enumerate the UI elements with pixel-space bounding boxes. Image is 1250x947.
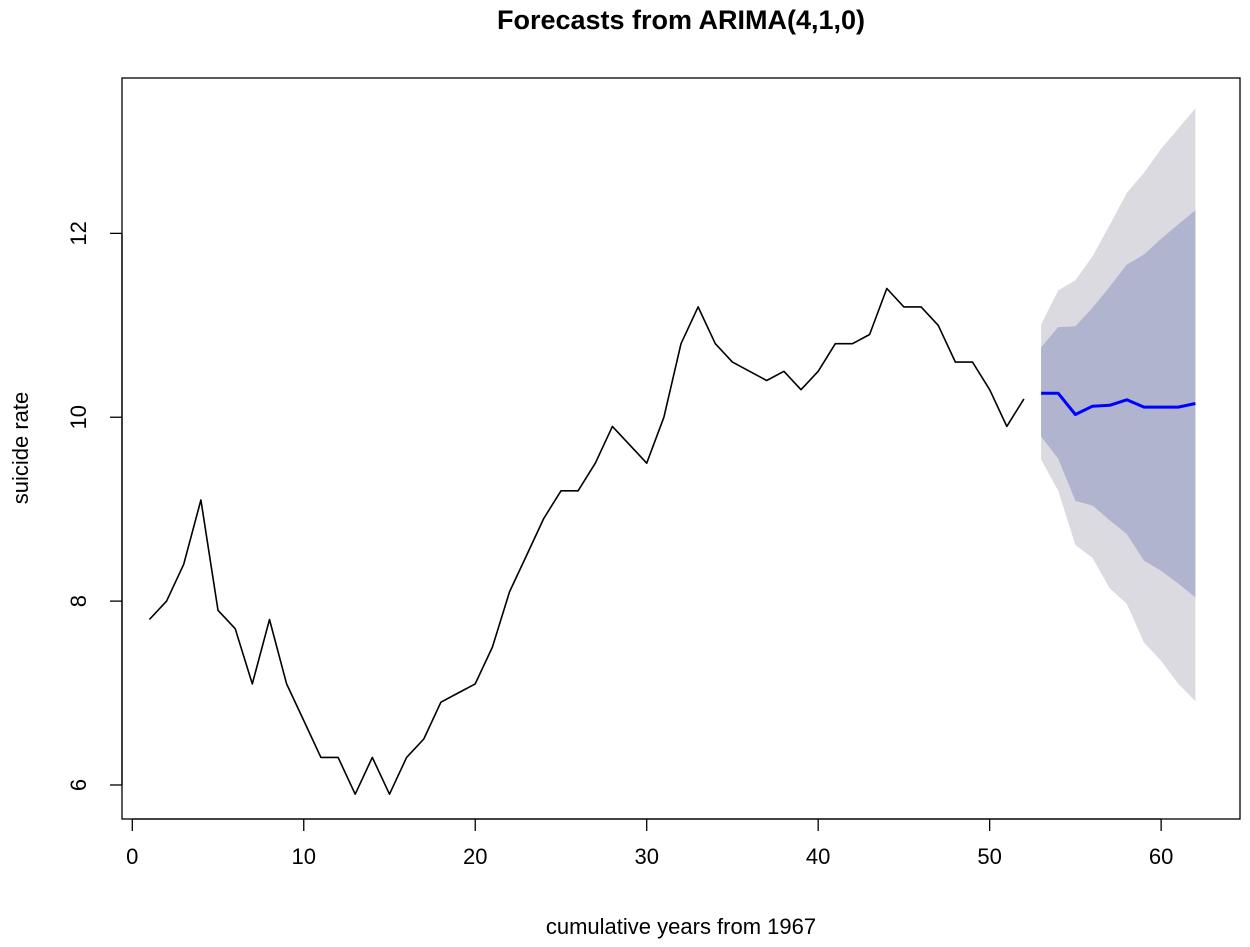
x-tick-label: 10 — [292, 844, 316, 869]
x-tick-label: 30 — [634, 844, 658, 869]
y-tick-label: 6 — [66, 779, 91, 791]
y-tick-label: 10 — [66, 405, 91, 429]
prediction-intervals — [1041, 108, 1196, 702]
x-tick-label: 20 — [463, 844, 487, 869]
history-line — [148, 287, 1025, 796]
x-axis-label: cumulative years from 1967 — [546, 914, 816, 939]
x-tick-label: 50 — [977, 844, 1001, 869]
y-tick-label: 8 — [66, 595, 91, 607]
y-axis-label: suicide rate — [8, 392, 33, 505]
x-tick-label: 0 — [126, 844, 138, 869]
x-tick-label: 40 — [806, 844, 830, 869]
x-axis: 0 10 20 30 40 50 60 — [126, 818, 1173, 869]
y-axis: 6 8 10 12 — [66, 221, 123, 791]
forecast-mean-line — [1041, 391, 1196, 416]
series-lines — [148, 287, 1196, 796]
y-tick-label: 12 — [66, 221, 91, 245]
x-tick-label: 60 — [1149, 844, 1173, 869]
chart-title: Forecasts from ARIMA(4,1,0) — [497, 5, 865, 35]
